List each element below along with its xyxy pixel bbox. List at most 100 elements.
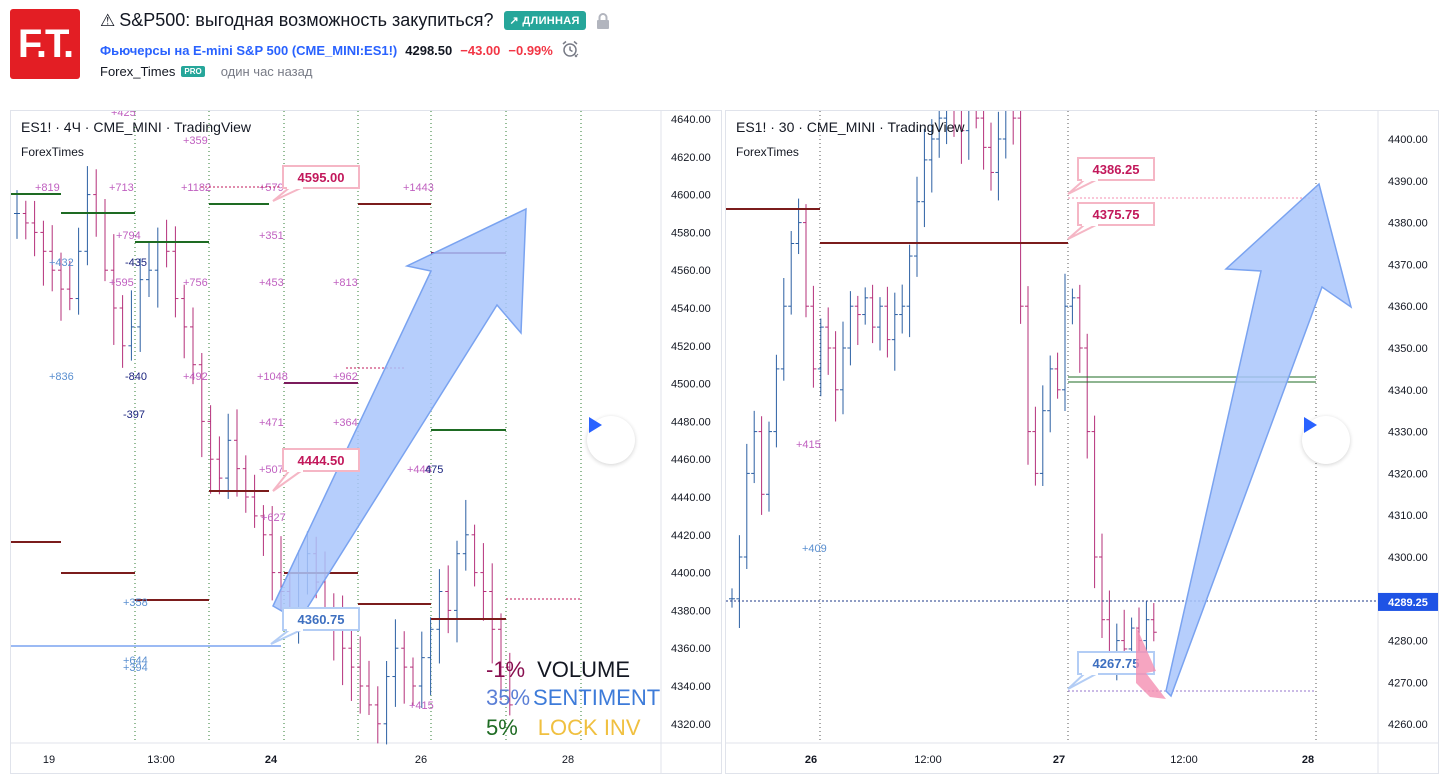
level-annotation: +446	[407, 464, 432, 476]
play-icon	[589, 417, 602, 433]
current-price-label: 4289.25	[1388, 597, 1428, 609]
price-tick-label: 4520.00	[671, 341, 711, 353]
callout-pointer-mask	[1082, 222, 1098, 226]
callout-price: 4375.75	[1093, 207, 1140, 222]
price-tick-label: 4300.00	[1388, 552, 1428, 564]
callout-pointer-mask	[1082, 671, 1098, 675]
price-tick-label: 4400.00	[1388, 134, 1428, 146]
callout-box	[1077, 202, 1155, 226]
idea-title: S&P500: выгодная возможность закупиться?	[119, 10, 494, 30]
author-name[interactable]: Forex_Times	[100, 64, 176, 79]
time-tick-label: 28	[1302, 754, 1314, 766]
price-tick-label: 4420.00	[671, 530, 711, 542]
pro-badge: PRO	[181, 66, 205, 77]
price-tick-label: 4380.00	[1388, 218, 1428, 230]
price-callout: 4267.75	[1067, 651, 1155, 690]
warning-icon: ⚠	[100, 10, 116, 30]
level-annotation: +1048	[257, 371, 288, 383]
price-tick-label: 4540.00	[671, 303, 711, 315]
level-annotation: +364	[333, 417, 358, 429]
callout-box	[282, 607, 360, 631]
callout-box	[282, 448, 360, 472]
callout-box	[1077, 157, 1155, 181]
level-annotation: +471	[259, 417, 284, 429]
callout-price: 4360.75	[298, 612, 345, 627]
idea-header: F.T. ⚠ S&P500: выгодная возможность заку…	[0, 0, 1441, 100]
time-tick-label: 26	[805, 754, 817, 766]
price-tick-label: 4480.00	[671, 416, 711, 428]
author-row: Forex_Times PRO один час назад	[100, 64, 312, 79]
symbol-change: −43.00	[460, 43, 501, 58]
publish-time: один час назад	[220, 64, 313, 79]
price-tick-label: 4370.00	[1388, 259, 1428, 271]
callout-price: 4267.75	[1093, 656, 1140, 671]
legend-sentiment: 35% SENTIMENT	[486, 685, 661, 710]
level-annotation: +836	[49, 371, 74, 383]
price-tick-label: 4320.00	[671, 719, 711, 731]
price-tick-label: 4500.00	[671, 379, 711, 391]
price-tick-label: 4340.00	[671, 681, 711, 693]
symbol-name-link[interactable]: Фьючерсы на E-mini S&P 500 (CME_MINI:ES1…	[100, 43, 398, 58]
price-tick-label: 4360.00	[671, 643, 711, 655]
price-tick-label: 4340.00	[1388, 385, 1428, 397]
chart-left-title: ES1! · 4Ч · CME_MINI · TradingView	[21, 119, 252, 135]
level-annotation: +409	[802, 543, 827, 555]
projection-arrow	[1165, 182, 1353, 698]
price-tick-label: 4600.00	[671, 190, 711, 202]
callout-pointer-mask	[287, 468, 303, 472]
price-callout: 4360.75	[270, 607, 360, 645]
level-annotation: +644	[123, 655, 148, 667]
direction-badge: ↗ ДЛИННАЯ	[503, 11, 586, 30]
level-annotation: +432	[49, 257, 74, 269]
level-annotation: +492	[183, 371, 208, 383]
time-tick-label: 26	[415, 754, 427, 766]
play-icon	[1304, 417, 1317, 433]
chart-left-subtitle: ForexTimes	[21, 145, 84, 159]
price-tick-label: 4280.00	[1388, 636, 1428, 648]
time-tick-label: 12:00	[914, 754, 942, 766]
level-annotation: +819	[35, 182, 60, 194]
callout-pointer	[1067, 673, 1097, 690]
alarm-clock-icon[interactable]	[561, 40, 579, 61]
price-tick-label: 4350.00	[1388, 343, 1428, 355]
time-tick-label: 12:00	[1170, 754, 1198, 766]
chart-right-play-button[interactable]	[1302, 416, 1350, 464]
time-tick-label: 28	[562, 754, 574, 766]
time-tick-label: 13:00	[147, 754, 175, 766]
level-annotation: +1443	[403, 182, 434, 194]
chart-left-play-button[interactable]	[587, 416, 635, 464]
level-annotation: +425	[111, 111, 136, 119]
pink-down-arrow	[1136, 626, 1166, 699]
price-tick-label: 4360.00	[1388, 301, 1428, 313]
callout-pointer-mask	[287, 627, 303, 631]
idea-title-row: ⚠ S&P500: выгодная возможность закупитьс…	[100, 10, 610, 31]
callout-pointer	[1067, 224, 1097, 240]
chart-right[interactable]: 4400.00 4390.00 4380.00 4370.00 4360.00 4350.…	[725, 110, 1439, 774]
price-tick-label: 4380.00	[671, 605, 711, 617]
level-annotation: +453	[259, 277, 284, 289]
level-annotation: +351	[259, 230, 284, 242]
price-tick-label: 4460.00	[671, 454, 711, 466]
lock-icon	[596, 12, 610, 29]
level-annotation: +595	[109, 277, 134, 289]
level-annotation: +756	[183, 277, 208, 289]
level-annotation: -435	[125, 257, 147, 269]
price-tick-label: 4320.00	[1388, 468, 1428, 480]
price-tick-label: 4400.00	[671, 568, 711, 580]
callout-pointer	[270, 629, 302, 645]
chart-right-title: ES1! · 30 · CME_MINI · TradingView	[736, 119, 965, 135]
chart-right-subtitle: ForexTimes	[736, 145, 799, 159]
level-annotation: -397	[123, 409, 145, 421]
price-callout: 4595.00	[272, 165, 360, 202]
logo-text: F.T.	[17, 21, 74, 66]
level-annotation: +507	[259, 464, 284, 476]
chart-left[interactable]: 4640.00 4620.00 4600.00 4580.00 4560.00 4540.…	[10, 110, 722, 774]
price-tick-label: 4440.00	[671, 492, 711, 504]
author-logo[interactable]: F.T.	[10, 9, 80, 79]
chart-left-canvas[interactable]: 4640.00 4620.00 4600.00 4580.00 4560.00 4540.…	[11, 111, 721, 773]
callout-price: 4444.50	[298, 453, 345, 468]
level-annotation: +579	[259, 182, 284, 194]
callout-pointer	[1067, 179, 1097, 195]
callout-box	[282, 165, 360, 189]
level-annotation: +415	[409, 700, 434, 712]
